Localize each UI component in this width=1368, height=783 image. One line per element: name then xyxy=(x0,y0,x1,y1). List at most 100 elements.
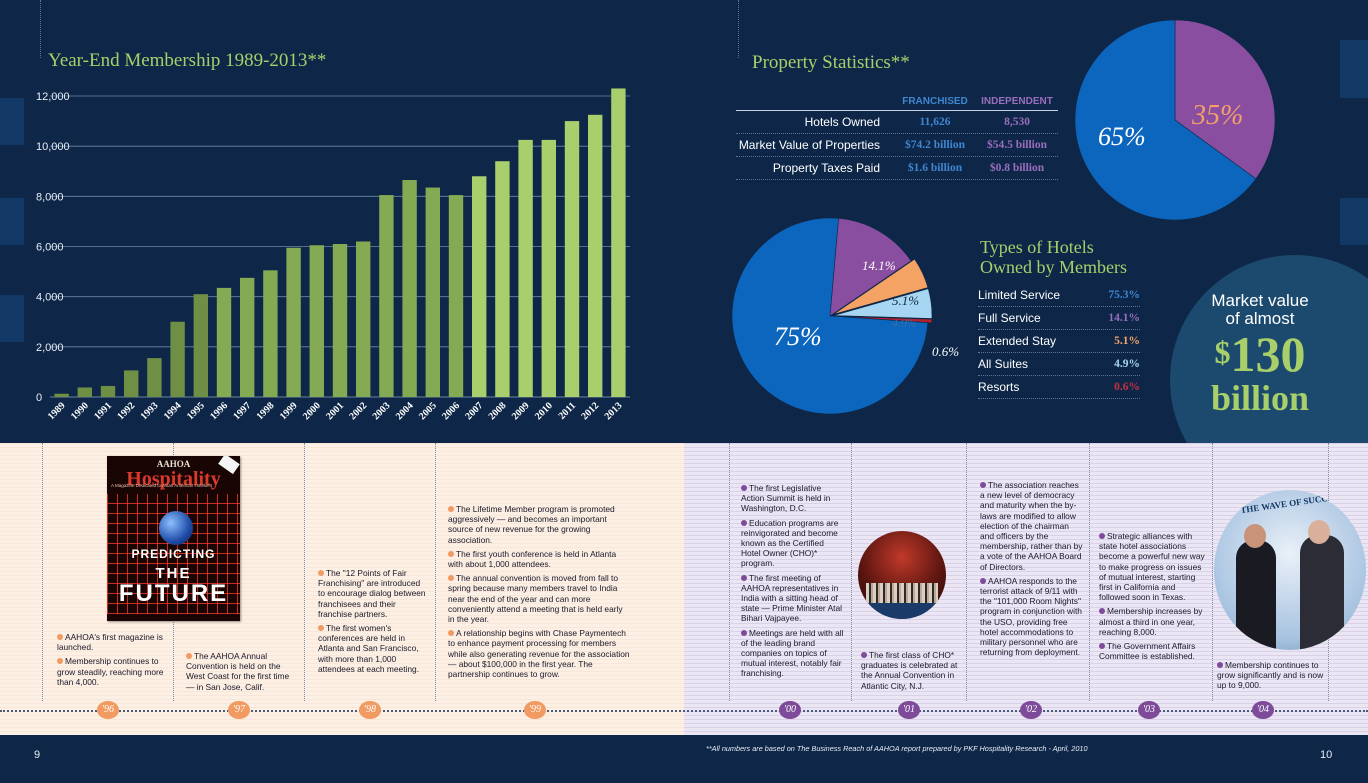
list-item: Membership increases by almost a third i… xyxy=(1099,606,1205,637)
bar-1993 xyxy=(147,358,162,397)
person-silhouette xyxy=(1300,535,1344,650)
stats-panel: Year-End Membership 1989-2013** 0 2,000 4,… xyxy=(0,0,1368,443)
row-label: Full Service xyxy=(978,311,1041,325)
bar-1992 xyxy=(124,370,139,397)
bar-2005 xyxy=(425,187,440,397)
year-marker-04: '04 xyxy=(1252,701,1274,719)
all-suites-pie-label: 4.9% xyxy=(892,316,917,330)
x-tick-label: 1997 xyxy=(231,400,253,422)
bullet-icon xyxy=(186,653,192,659)
bullet-icon xyxy=(318,625,324,632)
pie-slice-35pct xyxy=(1174,19,1275,180)
timeline-entry-2002: The association reaches a new level of d… xyxy=(980,480,1084,661)
ownership-pie-chart xyxy=(1075,19,1275,221)
row-value: 4.9% xyxy=(1114,358,1140,370)
person-head xyxy=(1308,520,1330,544)
list-item: AAHOA responds to the terrorist attack o… xyxy=(980,576,1084,658)
x-tick-label: 2004 xyxy=(394,400,416,422)
table-row: Limited Service 75.3% xyxy=(978,284,1140,307)
column-divider xyxy=(304,443,305,701)
franchised-value: 11,626 xyxy=(919,116,951,128)
bullet-icon xyxy=(741,629,747,636)
bullet-icon xyxy=(741,485,747,491)
x-tick-label: 2010 xyxy=(533,400,555,422)
bullet-icon xyxy=(448,630,454,637)
x-tick-label: 1995 xyxy=(185,400,207,422)
row-label: Property Taxes Paid xyxy=(772,161,880,175)
event-text: The association reaches a new level of d… xyxy=(980,480,1083,572)
magazine-headline: PREDICTING THE FUTURE xyxy=(107,544,240,606)
column-divider xyxy=(1089,443,1090,701)
x-tick-label: 1990 xyxy=(69,400,91,422)
row-label: Extended Stay xyxy=(978,334,1057,348)
timeline-entry-2001: The first class of CHO* graduates is cel… xyxy=(861,650,965,695)
membership-chart-title: Year-End Membership 1989-2013** xyxy=(48,50,327,71)
list-item: A relationship begins with Chase Payment… xyxy=(448,628,630,679)
table-row: Full Service 14.1% xyxy=(978,307,1140,330)
year-marker-99: '99 xyxy=(524,701,546,719)
list-item: The first youth conference is held in At… xyxy=(448,549,630,569)
table-row: Resorts 0.6% xyxy=(978,376,1140,399)
stage-floor xyxy=(858,603,946,619)
timeline-entry-1998: The "12 Points of Fair Franchising" are … xyxy=(318,568,428,678)
year-marker-03: '03 xyxy=(1138,701,1160,719)
x-tick-label: 1994 xyxy=(162,400,184,422)
bullet-icon xyxy=(318,570,324,576)
footnote: **All numbers are based on The Business … xyxy=(706,744,1088,753)
bar-1998 xyxy=(263,270,278,397)
side-stripe xyxy=(0,98,24,145)
y-tick-label: 10,000 xyxy=(36,141,70,153)
magazine-headline-line1: PREDICTING xyxy=(131,547,216,561)
bar-2008 xyxy=(495,161,510,397)
bar-2004 xyxy=(402,180,417,397)
row-value: 0.6% xyxy=(1114,381,1140,393)
list-item: The Government Affairs Committee is esta… xyxy=(1099,641,1205,661)
handshake-photo: THE WAVE OF SUCCESS xyxy=(1214,490,1366,650)
bullet-icon xyxy=(1099,533,1105,539)
list-item: The first class of CHO* graduates is cel… xyxy=(861,650,965,691)
person-silhouette xyxy=(1236,540,1276,650)
event-text: The first youth conference is held in At… xyxy=(448,548,617,570)
hotel-types-title-line2: Owned by Members xyxy=(980,257,1127,277)
x-tick-label: 1992 xyxy=(115,400,137,422)
timeline-entry-1996: AAHOA's first magazine is launched. Memb… xyxy=(57,632,167,691)
list-item: The Lifetime Member program is promoted … xyxy=(448,504,630,545)
hotel-types-title-line1: Types of Hotels xyxy=(980,237,1094,257)
list-item: The first Legislative Action Summit is h… xyxy=(741,483,845,514)
timeline-section: '96 '97 '98 '99 '00 '01 '02 '03 '04 xyxy=(0,443,1368,735)
list-item: The annual convention is moved from fall… xyxy=(448,573,630,624)
bullet-icon xyxy=(448,550,454,557)
y-tick-label: 6,000 xyxy=(36,242,64,254)
year-marker-97: '97 xyxy=(228,701,250,719)
hotel-types-table: Limited Service 75.3% Full Service 14.1%… xyxy=(978,284,1140,399)
independent-value: $54.5 billion xyxy=(986,139,1048,151)
market-value-line2: of almost xyxy=(1225,309,1295,328)
event-text: The AAHOA Annual Convention is held on t… xyxy=(186,651,290,692)
limited-service-pie-label: 75% xyxy=(774,322,822,351)
property-stats-table: FRANCHISED INDEPENDENT Hotels Owned 11,6… xyxy=(736,93,1058,180)
column-divider xyxy=(1212,443,1213,701)
x-tick-label: 2005 xyxy=(417,400,439,422)
independent-column-header: INDEPENDENT xyxy=(981,96,1053,107)
magazine-title-small: AAHOA xyxy=(156,459,191,469)
franchised-pie-label: 65% xyxy=(1098,122,1146,151)
x-tick-label: 2001 xyxy=(324,400,346,422)
bar-1999 xyxy=(286,247,301,397)
table-row: Hotels Owned 11,626 8,530 xyxy=(736,111,1058,134)
event-text: The "12 Points of Fair Franchising" are … xyxy=(318,568,426,619)
bar-1997 xyxy=(240,277,255,397)
bar-2006 xyxy=(448,195,464,397)
x-tick-label: 2011 xyxy=(557,400,579,422)
x-tick-label: 2013 xyxy=(603,400,625,422)
event-text: A relationship begins with Chase Payment… xyxy=(448,628,630,680)
x-tick-label: 2006 xyxy=(440,400,462,422)
bullet-icon xyxy=(448,575,454,582)
independent-value: 8,530 xyxy=(1004,116,1030,128)
hotel-types-title: Types of Hotels Owned by Members xyxy=(980,237,1127,277)
list-item: The "12 Points of Fair Franchising" are … xyxy=(318,568,428,619)
list-item: Strategic alliances with state hotel ass… xyxy=(1099,531,1205,602)
x-tick-label: 1991 xyxy=(92,400,114,422)
x-tick-label: 1993 xyxy=(139,400,161,422)
bar-1990 xyxy=(77,387,92,397)
